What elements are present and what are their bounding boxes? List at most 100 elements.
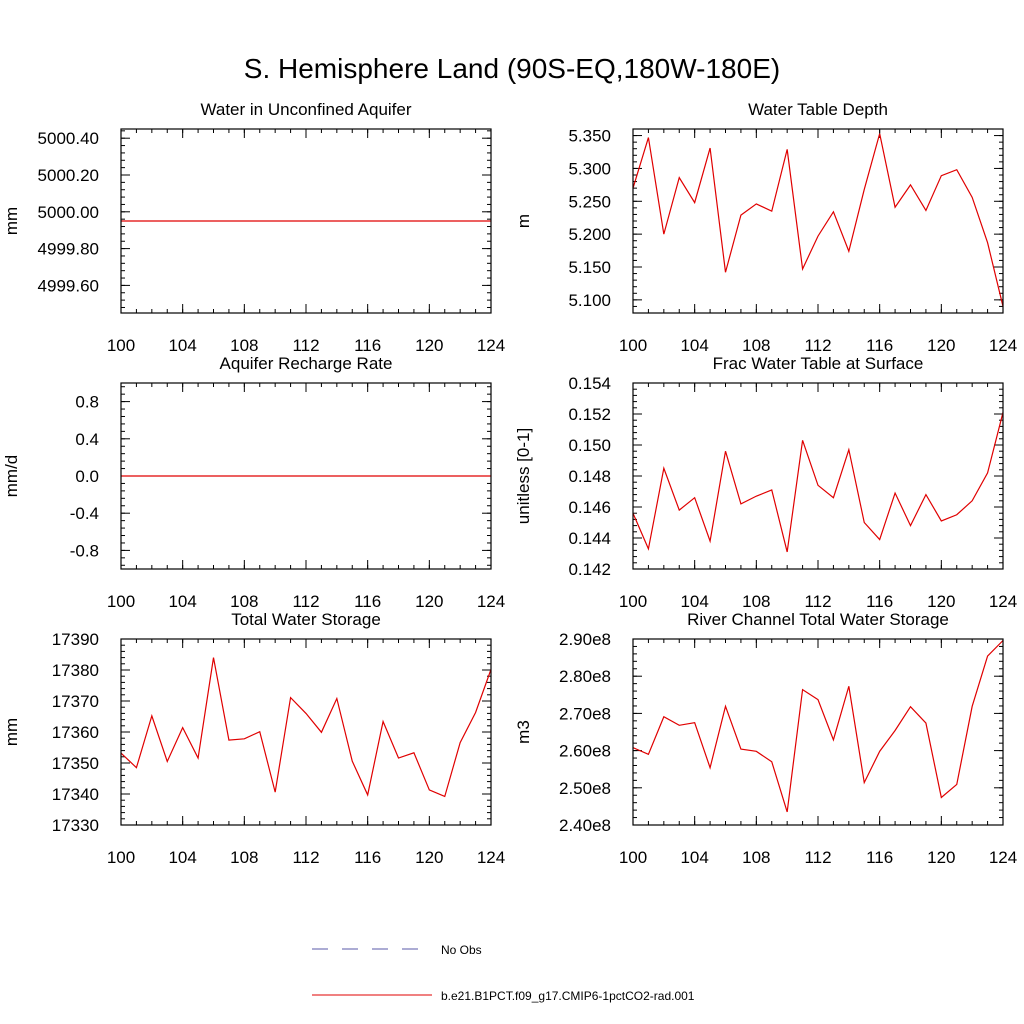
legend-item-obs: No Obs — [312, 943, 482, 957]
x-tick-label: 108 — [742, 848, 770, 867]
y-tick-label: 0.146 — [568, 498, 611, 517]
x-tick-label: 100 — [107, 592, 135, 611]
y-tick-label: 2.80e8 — [559, 667, 611, 686]
series-line — [632, 133, 1004, 307]
x-tick-label: 124 — [477, 592, 505, 611]
series-line — [632, 412, 1004, 553]
x-tick-label: 108 — [230, 336, 258, 355]
legend-label-obs: No Obs — [441, 943, 482, 957]
x-tick-label: 104 — [168, 336, 196, 355]
x-tick-label: 124 — [989, 336, 1017, 355]
y-axis-label: mm — [2, 718, 21, 746]
chart-panel-4: Frac Water Table at Surface unitless [0-1… — [514, 354, 1017, 611]
panel-title: Total Water Storage — [231, 610, 381, 629]
plot-frame — [120, 382, 492, 570]
x-tick-label: 100 — [619, 848, 647, 867]
figure-title: S. Hemisphere Land (90S-EQ,180W-180E) — [244, 53, 780, 84]
y-tick-label: 5.350 — [568, 127, 611, 146]
x-tick-label: 104 — [680, 592, 708, 611]
x-tick-label: 112 — [804, 592, 831, 611]
x-tick-label: 120 — [415, 848, 443, 867]
y-tick-label: 0.150 — [568, 436, 611, 455]
y-tick-label: 2.40e8 — [559, 816, 611, 835]
y-axis-label: m — [514, 214, 533, 228]
x-tick-label: 100 — [619, 592, 647, 611]
y-tick-label: 0.154 — [568, 374, 611, 393]
y-axis-label: m3 — [514, 720, 533, 744]
y-tick-label: 0.4 — [75, 430, 99, 449]
y-tick-label: 5.200 — [568, 225, 611, 244]
x-tick-label: 116 — [354, 336, 381, 355]
plot-frame — [632, 638, 1004, 826]
legend: No Obs b.e21.B1PCT.f09_g17.CMIP6-1pctCO2… — [312, 943, 695, 1003]
plot-frame — [120, 128, 492, 314]
legend-item-model: b.e21.B1PCT.f09_g17.CMIP6-1pctCO2-rad.00… — [312, 989, 695, 1003]
x-tick-label: 112 — [292, 336, 319, 355]
x-tick-label: 112 — [804, 848, 831, 867]
x-tick-label: 116 — [866, 848, 893, 867]
chart-panel-6: River Channel Total Water Storage m3 100 10… — [514, 610, 1017, 867]
x-tick-label: 112 — [292, 848, 319, 867]
y-axis-label: mm/d — [2, 455, 21, 498]
x-tick-label: 124 — [989, 848, 1017, 867]
y-tick-label: 0.0 — [75, 467, 99, 486]
x-tick-label: 108 — [230, 592, 258, 611]
x-tick-label: 108 — [742, 336, 770, 355]
x-tick-label: 116 — [354, 592, 381, 611]
panels: Water in Unconfined Aquifer mm 100 104 108 11… — [2, 100, 1017, 867]
y-axis-label: mm — [2, 207, 21, 235]
x-tick-label: 108 — [230, 848, 258, 867]
x-tick-label: 100 — [619, 336, 647, 355]
y-tick-label: 2.60e8 — [559, 742, 611, 761]
x-tick-label: 100 — [107, 848, 135, 867]
x-tick-label: 120 — [927, 592, 955, 611]
plot-frame — [632, 128, 1004, 314]
y-tick-label: 5000.40 — [38, 129, 99, 148]
legend-label-model: b.e21.B1PCT.f09_g17.CMIP6-1pctCO2-rad.00… — [441, 989, 695, 1003]
chart-panel-3: Aquifer Recharge Rate mm/d 100 104 108 112 116… — [2, 354, 505, 611]
panel-title: River Channel Total Water Storage — [687, 610, 949, 629]
x-tick-label: 120 — [927, 336, 955, 355]
x-tick-label: 120 — [927, 848, 955, 867]
panel-title: Water Table Depth — [748, 100, 888, 119]
y-axis-label: unitless [0-1] — [514, 428, 533, 524]
y-tick-label: 2.90e8 — [559, 630, 611, 649]
y-tick-label: 5.250 — [568, 192, 611, 211]
y-tick-label: 4999.60 — [38, 276, 99, 295]
chart-panel-1: Water in Unconfined Aquifer mm 100 104 108 11… — [2, 100, 505, 355]
series-line — [120, 657, 492, 798]
series-line — [632, 640, 1004, 813]
y-tick-label: 5000.00 — [38, 203, 99, 222]
x-tick-label: 112 — [292, 592, 319, 611]
y-tick-label: 2.50e8 — [559, 779, 611, 798]
panel-title: Frac Water Table at Surface — [713, 354, 924, 373]
y-tick-label: 5.150 — [568, 258, 611, 277]
y-tick-label: 0.144 — [568, 529, 611, 548]
y-tick-label: 17330 — [52, 816, 99, 835]
y-tick-label: 0.152 — [568, 405, 611, 424]
x-tick-label: 116 — [354, 848, 381, 867]
y-tick-label: 2.70e8 — [559, 704, 611, 723]
y-tick-label: 17360 — [52, 723, 99, 742]
y-tick-label: 0.142 — [568, 560, 611, 579]
x-tick-label: 116 — [866, 336, 893, 355]
x-tick-label: 124 — [477, 848, 505, 867]
x-tick-label: 124 — [477, 336, 505, 355]
x-tick-label: 120 — [415, 592, 443, 611]
x-tick-label: 124 — [989, 592, 1017, 611]
x-tick-label: 104 — [680, 336, 708, 355]
y-tick-label: 17350 — [52, 754, 99, 773]
y-tick-label: 5.300 — [568, 159, 611, 178]
y-tick-label: -0.8 — [70, 541, 99, 560]
panel-title: Water in Unconfined Aquifer — [200, 100, 411, 119]
y-tick-label: -0.4 — [70, 504, 99, 523]
plot-frame — [120, 638, 492, 826]
x-tick-label: 120 — [415, 336, 443, 355]
y-tick-label: 0.148 — [568, 467, 611, 486]
y-tick-label: 5000.20 — [38, 166, 99, 185]
panel-title: Aquifer Recharge Rate — [220, 354, 393, 373]
y-tick-label: 5.100 — [568, 291, 611, 310]
x-tick-label: 116 — [866, 592, 893, 611]
chart-panel-2: Water Table Depth m 100 104 108 112 116 120 124 5… — [514, 100, 1017, 355]
